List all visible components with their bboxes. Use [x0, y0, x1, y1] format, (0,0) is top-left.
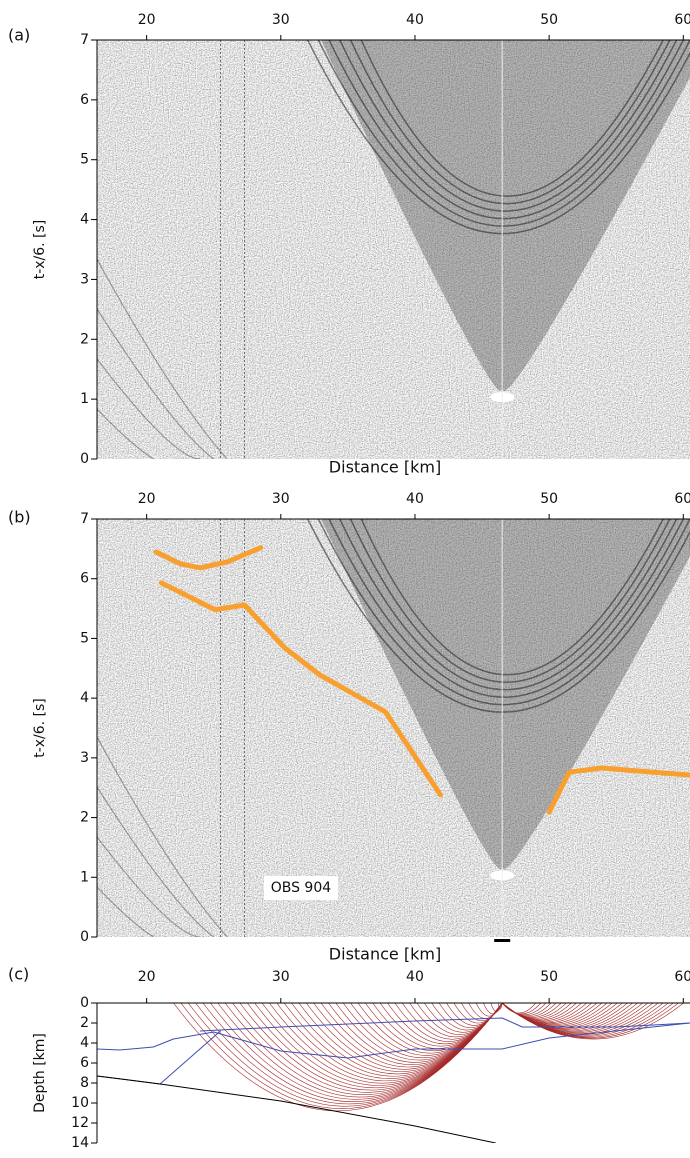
x-tick-label: 40	[406, 12, 424, 28]
seismic-cone	[321, 519, 690, 870]
seismic-event	[360, 519, 664, 676]
x-tick-label: 30	[272, 969, 290, 985]
seismic-event	[97, 408, 187, 459]
ray	[490, 1003, 503, 1012]
x-tick-label: 40	[406, 491, 424, 507]
pick-line	[158, 580, 443, 798]
interface-line	[97, 1075, 496, 1143]
y-tick-label: 1	[80, 869, 89, 885]
x-tick-label: 20	[138, 12, 156, 28]
x-tick-label: 30	[272, 12, 290, 28]
seismic-event	[349, 40, 671, 205]
interface-line	[97, 1022, 690, 1059]
seismic-event	[317, 519, 690, 706]
y-tick-label: 0	[80, 451, 89, 467]
x-axis-label: Distance [km]	[329, 458, 441, 477]
y-tick-label: 2	[80, 1015, 89, 1031]
panel-label: (b)	[8, 508, 31, 527]
seismic-event	[97, 258, 228, 459]
y-axis-label: t-x/6. [s]	[32, 220, 48, 280]
seismic-cone	[321, 40, 690, 391]
ray	[483, 1003, 503, 1015]
y-tick-label: 3	[80, 271, 89, 287]
seismic-event	[97, 308, 215, 459]
y-tick-label: 3	[80, 750, 89, 766]
y-tick-label: 8	[80, 1075, 89, 1091]
ray	[497, 1003, 503, 1010]
y-axis-label: Depth [km]	[32, 1033, 48, 1113]
seismic-event	[97, 358, 201, 459]
plot-area	[97, 40, 690, 459]
seismic-event	[360, 40, 664, 197]
x-tick-label: 60	[674, 491, 690, 507]
y-tick-label: 4	[80, 212, 89, 228]
x-tick-label: 50	[540, 491, 558, 507]
x-tick-label: 50	[540, 969, 558, 985]
seismic-event	[317, 40, 690, 227]
y-tick-label: 5	[80, 152, 89, 168]
ray	[501, 1003, 669, 1037]
y-tick-label: 5	[80, 630, 89, 646]
interface-line	[199, 1017, 690, 1032]
y-tick-label: 1	[80, 391, 89, 407]
y-tick-label: 10	[71, 1095, 89, 1111]
annotation-box	[263, 876, 338, 901]
y-tick-label: 2	[80, 331, 89, 347]
seismic-event	[328, 519, 684, 698]
y-tick-label: 6	[80, 92, 89, 108]
seismic-event	[97, 786, 215, 937]
seismic-event	[349, 519, 671, 683]
y-tick-label: 2	[80, 810, 89, 826]
y-axis-label: t-x/6. [s]	[32, 698, 48, 758]
seismic-background	[97, 40, 690, 459]
x-tick-label: 60	[674, 969, 690, 985]
x-tick-label: 60	[674, 12, 690, 28]
seismic-event	[97, 736, 228, 937]
seismic-event	[97, 836, 201, 937]
seismic-event	[328, 40, 684, 220]
y-tick-label: 14	[71, 1135, 89, 1151]
annotation: OBS 904	[271, 880, 332, 896]
pick-line	[546, 765, 690, 815]
ray	[501, 1003, 684, 1040]
plot-area	[97, 1003, 690, 1143]
y-tick-label: 6	[80, 1055, 89, 1071]
plot-area	[97, 519, 690, 937]
interface-line	[97, 1030, 221, 1085]
seismic-event	[339, 519, 678, 691]
y-tick-label: 7	[80, 511, 89, 527]
x-axis-label: Distance [km]	[329, 945, 441, 964]
x-tick-label: 20	[138, 491, 156, 507]
y-tick-label: 12	[71, 1115, 89, 1131]
x-tick-label: 40	[406, 969, 424, 985]
seismic-event	[339, 40, 678, 212]
y-tick-label: 0	[80, 929, 89, 945]
y-tick-label: 4	[80, 1035, 89, 1051]
x-tick-label: 30	[272, 491, 290, 507]
x-tick-label: 50	[540, 12, 558, 28]
seismic-event	[97, 886, 187, 937]
x-tick-label: 20	[138, 969, 156, 985]
receiver-mark	[494, 939, 511, 942]
pick-line	[153, 545, 264, 571]
panel-label: (c)	[8, 965, 29, 984]
y-tick-label: 4	[80, 690, 89, 706]
y-tick-label: 0	[80, 995, 89, 1011]
y-tick-label: 6	[80, 571, 89, 587]
panel-label: (a)	[8, 26, 30, 45]
y-tick-label: 7	[80, 32, 89, 48]
